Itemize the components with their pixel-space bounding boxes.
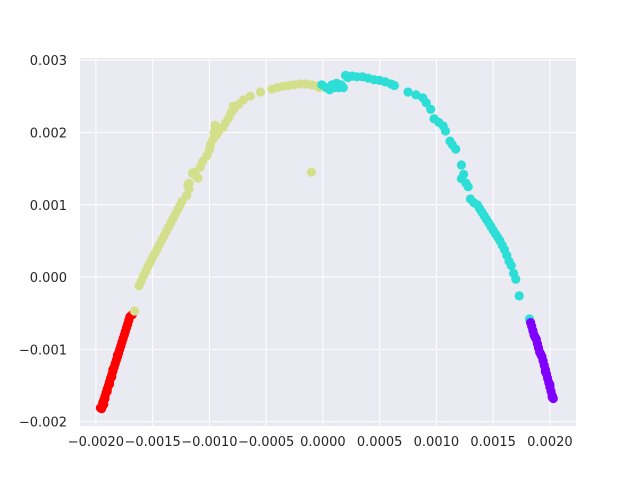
scatter-point — [547, 392, 557, 402]
scatter-point — [545, 380, 555, 390]
scatter-point — [440, 126, 451, 136]
series-0 — [95, 310, 137, 414]
scatter-point — [108, 365, 118, 375]
y-tick-label: 0.002 — [30, 126, 67, 141]
scatter-point — [540, 367, 551, 377]
scatter-point — [129, 306, 140, 316]
scatter-point — [245, 91, 255, 101]
scatter-point — [530, 332, 540, 342]
scatter-point — [511, 274, 521, 284]
scatter-point — [104, 379, 115, 389]
x-tick-label: 0.0015 — [470, 435, 516, 450]
scatter-point — [102, 386, 112, 396]
x-tick-label: 0.0005 — [357, 435, 403, 450]
x-tick-label: −0.0005 — [238, 435, 294, 450]
scatter-point — [210, 120, 220, 130]
series-2 — [317, 70, 535, 324]
scatter-point — [99, 399, 109, 409]
scatter-point — [421, 98, 431, 108]
scatter-point — [107, 372, 117, 382]
scatter-point — [426, 104, 436, 114]
scatter-point — [191, 171, 201, 181]
y-tick-label: −0.002 — [19, 416, 67, 431]
x-tick-label: −0.0010 — [181, 435, 237, 450]
scatter-point — [112, 350, 123, 360]
scatter-point — [209, 127, 219, 138]
x-tick-label: 0.0020 — [527, 435, 573, 450]
y-tick-label: 0.003 — [30, 54, 67, 69]
scatter-point — [255, 87, 266, 97]
series-1 — [129, 79, 325, 316]
x-tick-label: −0.0015 — [124, 435, 180, 450]
scatter-point — [183, 180, 193, 190]
series-3 — [526, 318, 558, 404]
scatter-point — [389, 80, 399, 91]
x-tick-label: 0.0010 — [414, 435, 460, 450]
y-tick-label: 0.000 — [30, 271, 67, 286]
scatter-point — [451, 144, 461, 154]
y-tick-label: 0.001 — [30, 199, 67, 214]
scatter-point — [514, 291, 524, 301]
scatter-point — [338, 83, 348, 93]
x-tick-label: 0.0000 — [300, 435, 346, 450]
x-tick-label: −0.0020 — [68, 435, 124, 450]
scatter-point — [536, 349, 546, 359]
scatter-point — [456, 160, 466, 170]
scatter-point — [463, 182, 473, 192]
scatter-point — [403, 87, 413, 97]
scatter-point — [506, 260, 516, 271]
scatter-point — [228, 101, 238, 111]
y-tick-label: −0.001 — [19, 343, 67, 358]
scatter-point — [306, 167, 317, 177]
scatter-point — [238, 95, 248, 105]
